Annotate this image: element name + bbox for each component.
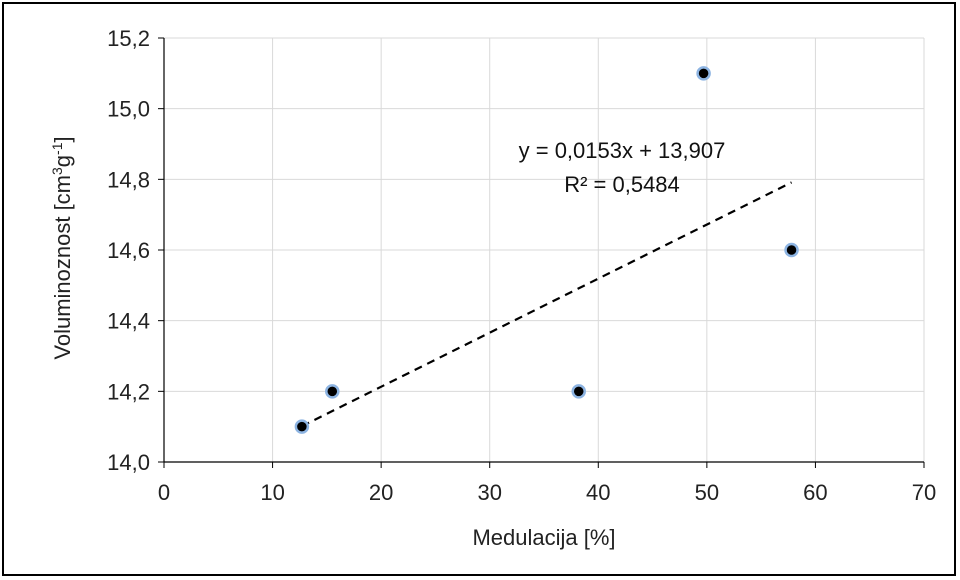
y-axis-title-sup1: 3 [49, 167, 65, 175]
y-axis-title: Voluminoznost [cm3g-1] [49, 136, 75, 359]
data-point [784, 242, 799, 258]
x-tick-label: 50 [695, 480, 719, 505]
x-tick-label: 30 [477, 480, 501, 505]
trendline-equation: y = 0,0153x + 13,907 [519, 138, 726, 163]
y-tick-label: 14,2 [107, 379, 150, 404]
x-tick-labels: 0 10 20 30 40 50 60 70 [158, 480, 936, 505]
data-point [325, 384, 340, 399]
x-tick-label: 20 [369, 480, 393, 505]
y-tick-labels: 14,0 14,2 14,4 14,6 14,8 15,0 15,2 [107, 26, 150, 475]
grid-lines [164, 37, 925, 462]
x-tick-label: 60 [803, 480, 827, 505]
y-tick-label: 14,4 [107, 309, 150, 334]
y-axis-title-end: ] [50, 136, 75, 142]
y-axis-title-sup2: -1 [49, 142, 65, 155]
data-point [571, 384, 586, 399]
axes [158, 37, 925, 468]
x-tick-label: 0 [158, 480, 170, 505]
y-axis-title-base: Voluminoznost [cm [50, 175, 75, 360]
data-point [294, 419, 310, 434]
trendline-r-squared: R² = 0,5484 [564, 172, 680, 197]
x-tick-label: 10 [260, 480, 284, 505]
data-points [294, 66, 799, 434]
x-tick-label: 70 [912, 480, 936, 505]
trendline [301, 181, 793, 428]
data-point [696, 66, 711, 81]
trendline-group [301, 181, 793, 428]
x-axis-title: Medulacija [%] [472, 525, 615, 550]
y-tick-label: 15,0 [107, 97, 150, 122]
y-tick-label: 15,2 [107, 26, 150, 51]
y-tick-label: 14,6 [107, 238, 150, 263]
y-tick-label: 14,8 [107, 167, 150, 192]
y-tick-label: 14,0 [107, 450, 150, 475]
y-axis-title-mid: g [50, 155, 75, 167]
x-tick-label: 40 [586, 480, 610, 505]
